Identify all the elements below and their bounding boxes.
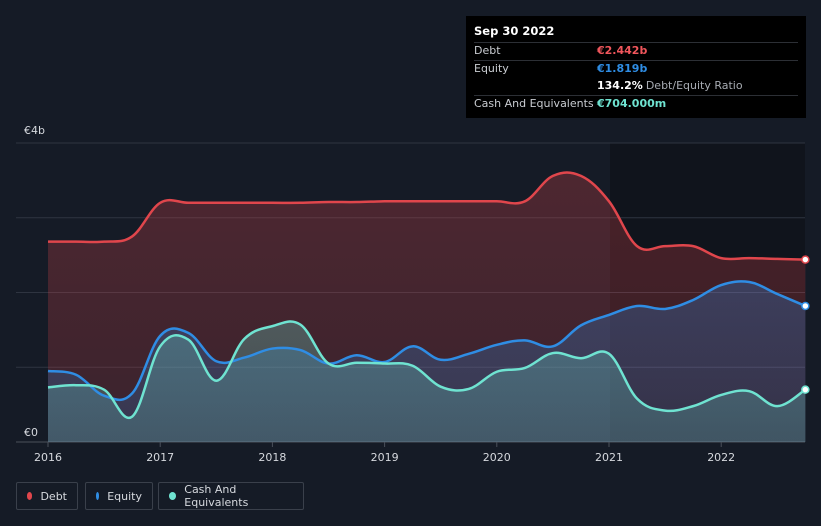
y-tick-label: €0 xyxy=(24,426,38,439)
tooltip-row-ratio: 134.2% Debt/Equity Ratio xyxy=(474,78,798,95)
tooltip-label xyxy=(474,78,597,95)
y-tick-label: €4b xyxy=(24,124,45,137)
legend-label: Debt xyxy=(40,489,67,503)
axis-ticks: 2016 2017 2018 2019 2020 2021 2022 €0 €4b xyxy=(24,124,735,464)
tooltip-label: Cash And Equivalents xyxy=(474,97,594,110)
legend-label: Equity xyxy=(107,489,142,503)
equity-dot-icon xyxy=(96,492,100,500)
tooltip-ratio-caption: Debt/Equity Ratio xyxy=(645,79,743,92)
tooltip-date: Sep 30 2022 xyxy=(474,24,555,38)
debt-series-end-marker xyxy=(801,255,810,264)
debt-series-line xyxy=(48,171,806,261)
tooltip-label: Equity xyxy=(474,62,509,75)
debt-dot-icon xyxy=(27,492,33,500)
x-tick-label: 2017 xyxy=(146,451,174,464)
tooltip-row-cash: Cash And Equivalents €704.000m xyxy=(474,95,798,113)
tooltip-panel: Sep 30 2022 Debt €2.442b Equity €1.819b … xyxy=(466,16,806,118)
tooltip-label: Debt xyxy=(474,44,501,57)
legend-debt[interactable]: Debt xyxy=(16,482,78,510)
x-tick-label: 2016 xyxy=(34,451,62,464)
equity-series-end-marker xyxy=(801,301,810,311)
equity-series-line xyxy=(47,280,806,402)
legend-cash[interactable]: Cash And Equivalents xyxy=(158,482,304,510)
tooltip-value: €1.819b xyxy=(597,62,648,75)
tooltip-row-debt: Debt €2.442b xyxy=(474,42,798,60)
legend-equity[interactable]: Equity xyxy=(85,482,153,510)
x-tick-label: 2021 xyxy=(595,451,623,464)
tooltip-value: €704.000m xyxy=(597,97,667,110)
legend-label: Cash And Equivalents xyxy=(184,483,249,509)
cash-dot-icon xyxy=(169,492,177,500)
series-lines xyxy=(47,171,807,420)
series-areas xyxy=(48,172,806,442)
tooltip-row-equity: Equity €1.819b xyxy=(474,60,798,78)
tooltip-value: 134.2% xyxy=(597,79,643,92)
end-markers xyxy=(801,255,810,394)
cash-series-line xyxy=(47,320,807,420)
x-tick-label: 2022 xyxy=(707,451,735,464)
tooltip-value: €2.442b xyxy=(597,44,648,57)
x-tick-label: 2019 xyxy=(371,451,399,464)
x-tick-label: 2018 xyxy=(258,451,286,464)
cash-series-end-marker xyxy=(801,385,810,394)
x-tick-label: 2020 xyxy=(483,451,511,464)
